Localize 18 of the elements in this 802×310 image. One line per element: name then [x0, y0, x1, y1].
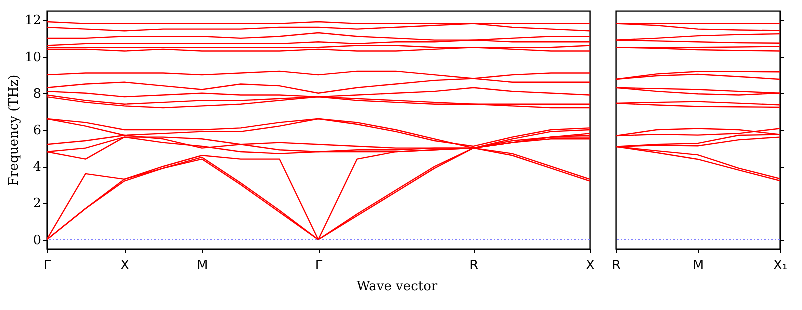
y-tick-label: 10: [24, 50, 42, 66]
x-tick-label: R: [470, 258, 479, 274]
y-tick-label: 12: [24, 14, 42, 29]
x-axis-title: Wave vector: [356, 280, 438, 295]
y-axis-title: Frequency (THz): [6, 74, 22, 186]
x-tick-label: X: [120, 258, 130, 274]
x-tick-label: X₁: [773, 258, 788, 274]
x-tick-label: Γ: [315, 258, 324, 274]
y-tick-label: 8: [33, 86, 42, 102]
y-tick-label: 2: [33, 196, 42, 212]
x-tick-label: Γ: [44, 258, 52, 274]
y-tick-label: 4: [33, 160, 42, 176]
x-tick-label: M: [197, 258, 208, 274]
x-tick-label: R: [612, 258, 622, 274]
x-tick-label: X: [586, 258, 596, 274]
y-tick-label: 6: [33, 124, 42, 138]
x-tick-label: M: [692, 258, 704, 274]
y-tick-label: 0: [33, 233, 42, 248]
